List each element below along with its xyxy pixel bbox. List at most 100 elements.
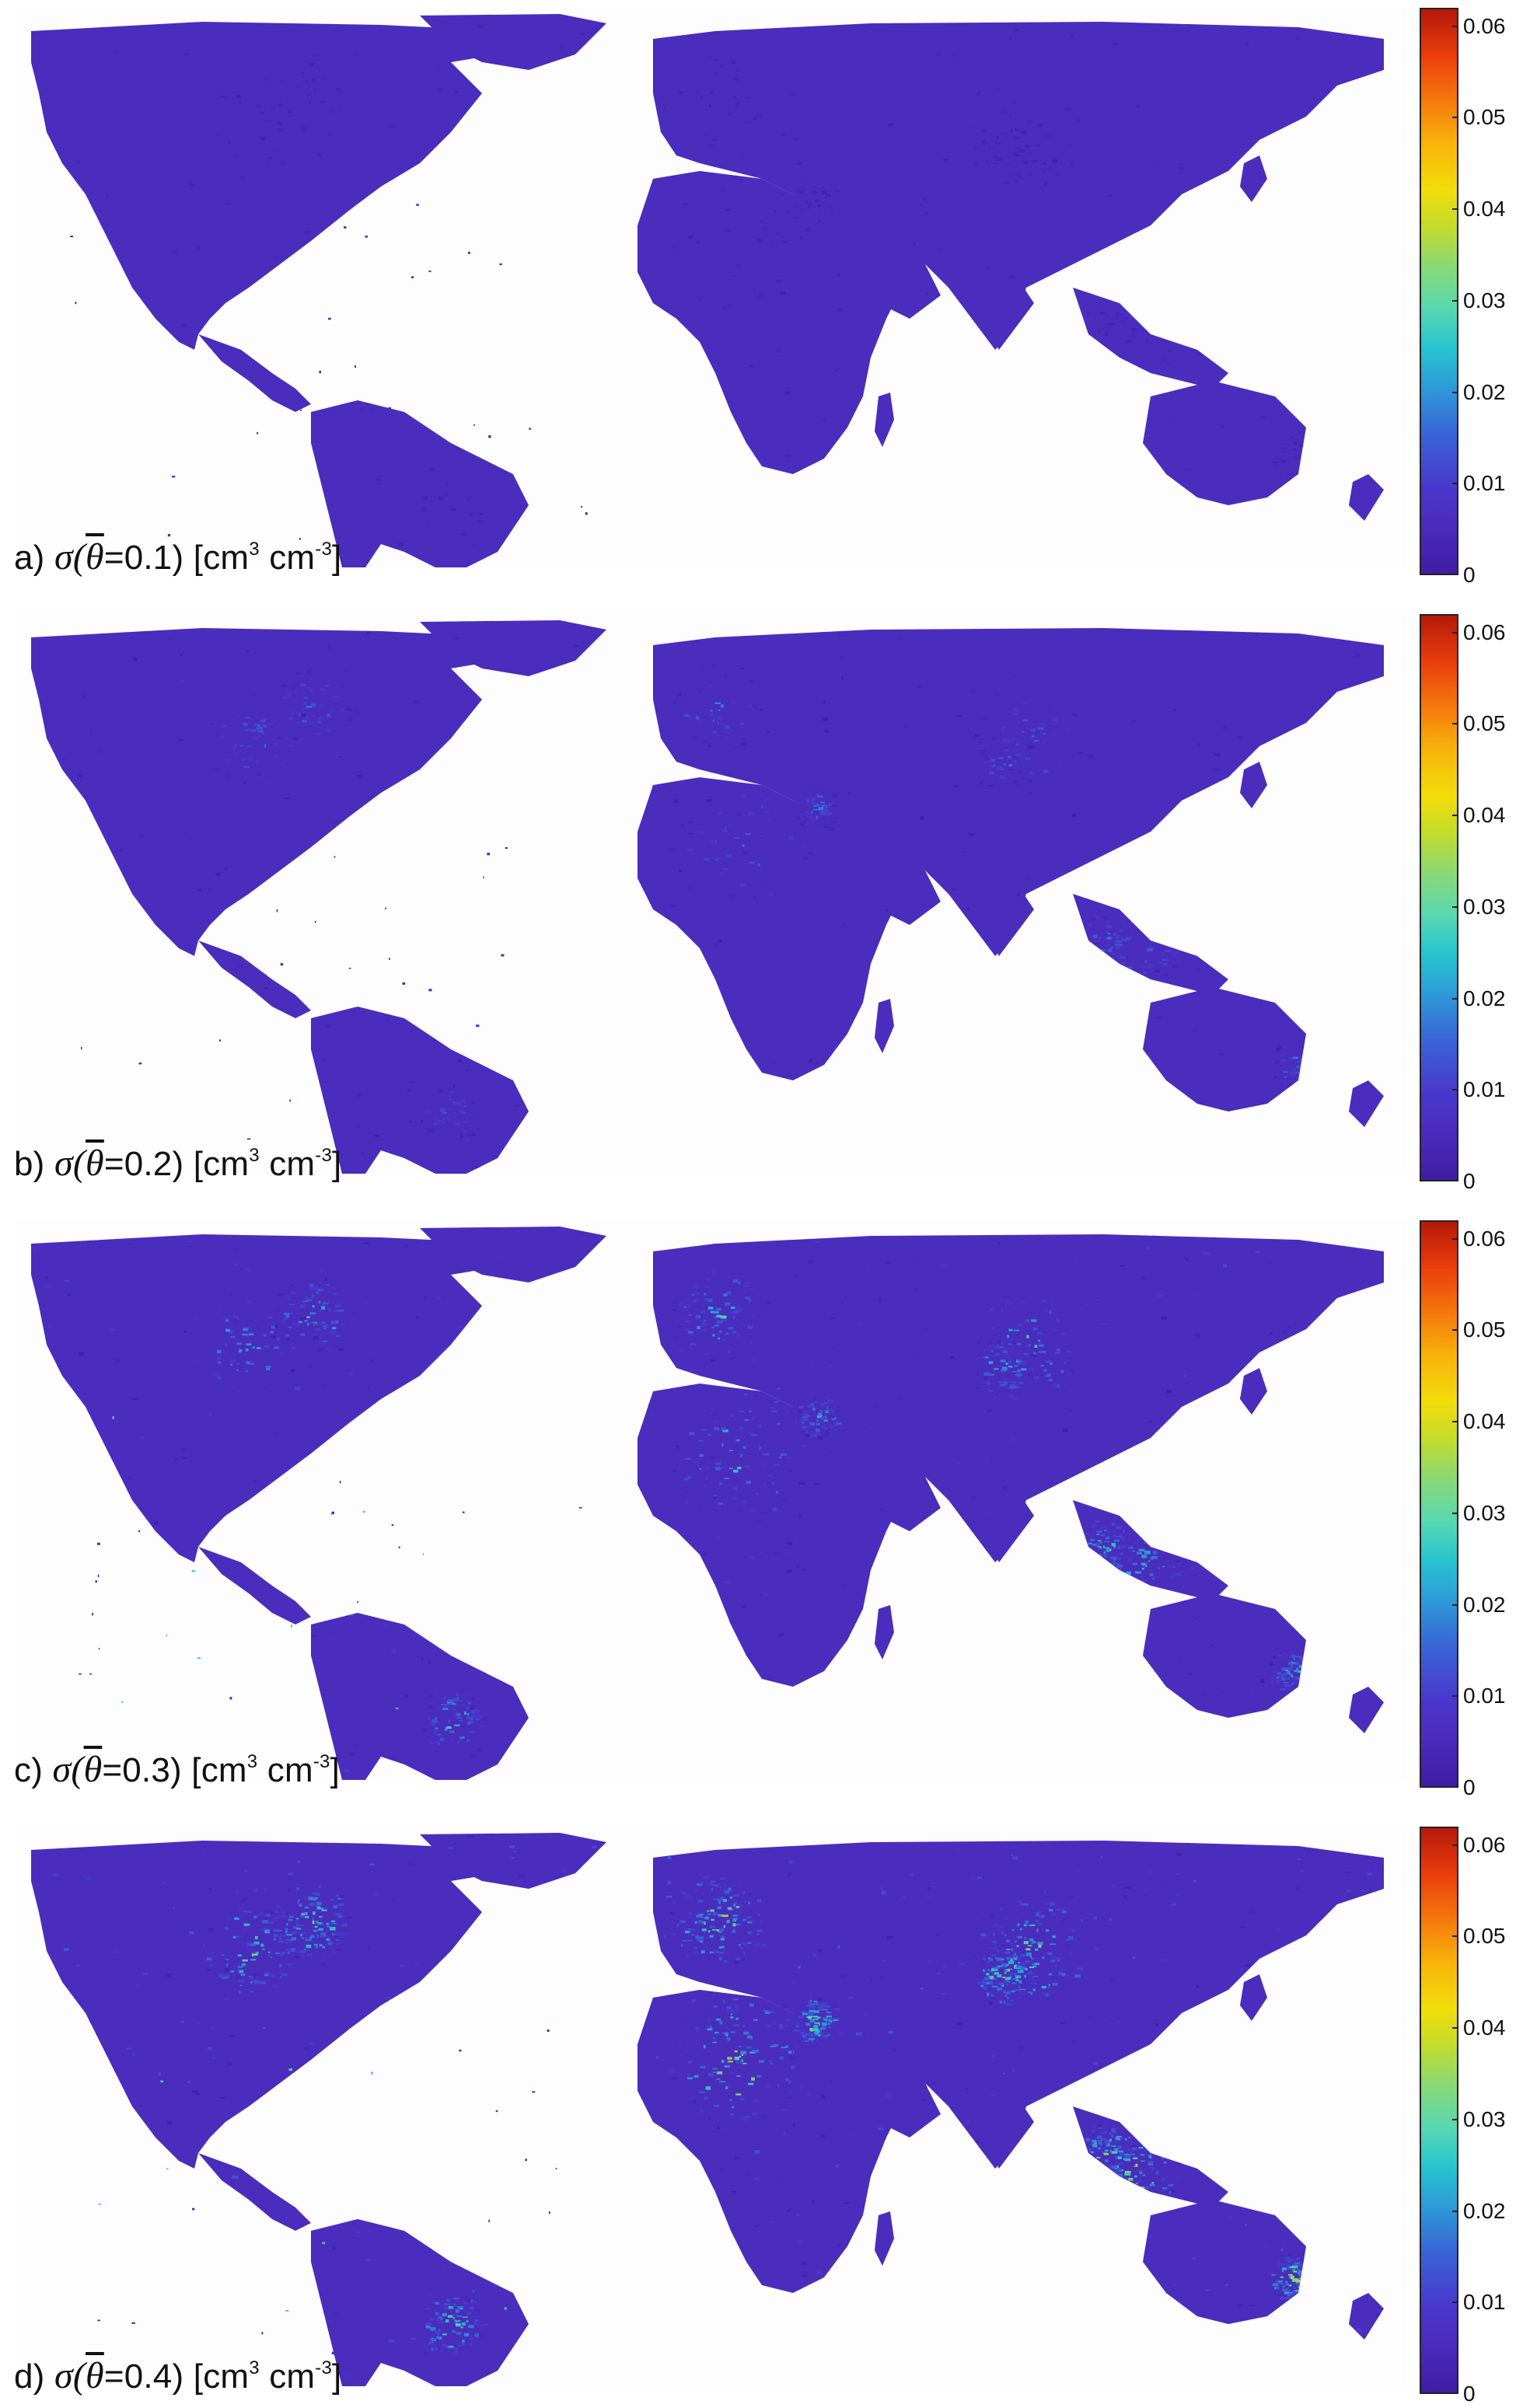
- island-speck: [500, 263, 502, 265]
- island-speck: [468, 252, 470, 254]
- island-speck: [328, 318, 331, 319]
- units-open: [cm: [191, 1751, 246, 1789]
- landmass-japan: [1240, 1368, 1267, 1415]
- island-speck: [97, 2320, 100, 2322]
- landmass-south-america: [311, 1007, 529, 1174]
- island-speck: [549, 2211, 550, 2214]
- island-speck: [389, 958, 390, 960]
- colorbar-tick-label: 0.03: [1463, 896, 1506, 918]
- colorbar-tick-label: 0: [1463, 1777, 1476, 1799]
- colorbar-tick-label: 0.02: [1463, 988, 1506, 1010]
- map-svg: [16, 8, 1407, 567]
- island-speck: [98, 2204, 101, 2205]
- theta-value: =0.4): [104, 2357, 184, 2396]
- colorbar-tick-mark: [1452, 483, 1458, 484]
- colorbar: [1420, 1220, 1458, 1788]
- colorbar: [1420, 8, 1458, 575]
- island-speck: [349, 968, 351, 969]
- island-speck: [487, 853, 490, 855]
- colorbar-tick-label: 0.06: [1463, 622, 1506, 644]
- colorbar-tick-label: 0.01: [1463, 1079, 1506, 1101]
- world-map: [16, 8, 1407, 567]
- panel-label: a) σ(θ=0.1) [cm3 cm-3]: [14, 536, 341, 578]
- island-speck: [121, 1701, 123, 1703]
- units-mid: cm: [257, 1751, 313, 1789]
- landmass-central-america: [198, 941, 311, 1018]
- landmass-se-asia-islands: [1073, 894, 1228, 995]
- island-speck: [285, 2310, 288, 2312]
- landmass-south-america: [311, 400, 529, 567]
- island-speck: [149, 842, 151, 843]
- island-speck: [348, 406, 350, 408]
- island-speck: [219, 1039, 221, 1042]
- island-speck: [188, 2029, 190, 2031]
- colorbar-tick-label: 0.01: [1463, 2291, 1506, 2313]
- colorbar-tick-label: 0.06: [1463, 1228, 1506, 1250]
- island-speck: [191, 294, 194, 296]
- island-speck: [332, 1512, 334, 1514]
- island-speck: [197, 1657, 201, 1659]
- colorbar-tick-mark: [1452, 1695, 1458, 1697]
- island-speck: [277, 909, 278, 913]
- island-speck: [476, 1024, 479, 1027]
- island-speck: [392, 1524, 394, 1526]
- landmass-central-america: [198, 2153, 311, 2231]
- island-speck: [423, 1553, 424, 1555]
- panel-letter: d): [14, 2357, 45, 2396]
- island-speck: [323, 2242, 325, 2245]
- colorbar-tick-label: 0.04: [1463, 1411, 1506, 1433]
- island-speck: [79, 1673, 82, 1675]
- island-speck: [488, 2220, 490, 2223]
- colorbar-tick-label: 0.05: [1463, 713, 1506, 735]
- island-speck: [75, 302, 76, 304]
- units-mid: cm: [260, 1145, 315, 1183]
- island-speck: [477, 2338, 479, 2340]
- island-speck: [99, 1648, 100, 1649]
- island-speck: [411, 276, 414, 278]
- island-speck: [300, 410, 302, 411]
- colorbar-tick-mark: [1452, 1238, 1458, 1240]
- colorbar-tick-label: 0.06: [1463, 16, 1506, 37]
- colorbar-tick-mark: [1452, 2119, 1458, 2120]
- island-speck: [389, 407, 392, 410]
- colorbar-tick-mark: [1452, 632, 1458, 633]
- island-speck: [96, 1580, 98, 1583]
- panel-letter: a): [14, 539, 45, 577]
- island-speck: [365, 236, 369, 238]
- island-speck: [473, 424, 475, 426]
- theta-symbol: θ: [86, 1143, 104, 1184]
- units-close: ]: [332, 1145, 341, 1183]
- landmass-japan: [1240, 155, 1267, 202]
- island-speck: [160, 2081, 163, 2083]
- colorbar-tick-label: 0.01: [1463, 473, 1506, 494]
- island-speck: [463, 1512, 465, 1513]
- colorbar-tick-mark: [1452, 1421, 1458, 1422]
- map-svg: [16, 1220, 1407, 1780]
- island-speck: [396, 1708, 399, 1709]
- colorbar-tick-mark: [1452, 300, 1458, 302]
- island-speck: [448, 535, 450, 536]
- colorbar-tick-label: 0.05: [1463, 1319, 1506, 1341]
- colorbar-tick-mark: [1452, 906, 1458, 908]
- units-exponent-1: 3: [249, 2357, 260, 2378]
- island-speck: [547, 2029, 550, 2032]
- sigma-symbol: σ(: [54, 1143, 86, 1184]
- island-speck: [98, 1575, 100, 1577]
- island-speck: [281, 963, 284, 965]
- landmass-new-zealand: [1349, 474, 1384, 521]
- colorbar-tick-label: 0.01: [1463, 1685, 1506, 1707]
- colorbar: [1420, 614, 1458, 1181]
- island-speck: [334, 856, 336, 857]
- colorbar-tick-mark: [1452, 998, 1458, 1000]
- island-speck: [581, 506, 582, 508]
- island-speck: [472, 476, 475, 479]
- world-map: [16, 614, 1407, 1174]
- island-speck: [81, 1047, 82, 1049]
- island-speck: [319, 371, 321, 373]
- island-speck: [399, 1547, 400, 1549]
- landmass-new-zealand: [1349, 1687, 1384, 1733]
- island-speck: [247, 1139, 250, 1140]
- landmass-south-america: [311, 2219, 529, 2386]
- island-speck: [337, 502, 341, 504]
